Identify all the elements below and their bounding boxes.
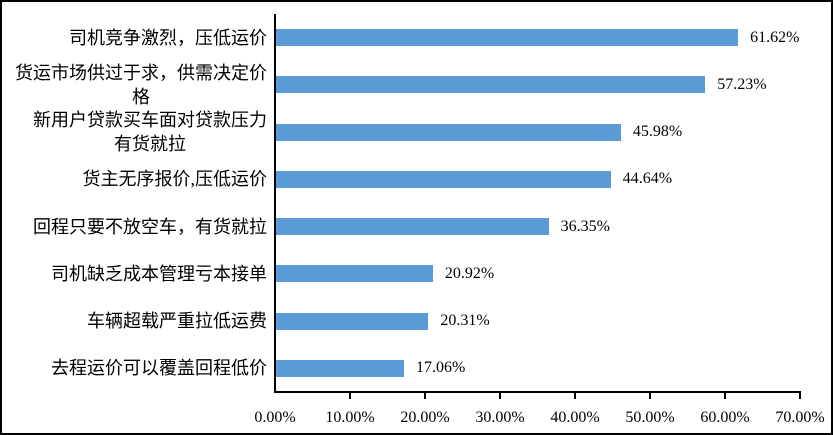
x-tick-label: 70.00%	[775, 409, 825, 426]
category-label-cell: 货主无序报价,压低运价	[5, 156, 268, 203]
category-label-cell: 司机竞争激烈，压低运价	[5, 14, 267, 61]
x-tick-mark	[649, 393, 651, 399]
bar	[276, 312, 429, 330]
category-label-cell: 新用户贷款买车面对贷款压力 有货就拉	[5, 109, 267, 156]
x-tick-mark	[724, 393, 726, 399]
category-label-cell: 回程只要不放空车，有货就拉	[5, 203, 267, 250]
bar	[276, 76, 706, 94]
value-label: 45.98%	[632, 123, 683, 141]
value-label: 17.06%	[415, 359, 466, 377]
value-label: 44.64%	[622, 170, 673, 188]
x-tick-label: 0.00%	[254, 409, 296, 426]
x-tick-label: 40.00%	[550, 409, 600, 426]
bar	[276, 170, 611, 188]
x-tick-label: 60.00%	[700, 409, 750, 426]
bar	[276, 265, 433, 283]
x-tick-label: 10.00%	[325, 409, 375, 426]
category-label: 去程运价可以覆盖回程低价	[51, 358, 267, 379]
value-label: 20.92%	[444, 264, 495, 282]
category-label: 司机竞争激烈，压低运价	[69, 27, 267, 48]
category-label: 司机缺乏成本管理亏本接单	[51, 263, 267, 284]
category-label: 货主无序报价,压低运价	[82, 169, 268, 190]
x-tick-label: 50.00%	[625, 409, 675, 426]
x-axis-line	[274, 391, 801, 393]
x-tick-mark	[574, 393, 576, 399]
category-label: 回程只要不放空车，有货就拉	[33, 216, 267, 237]
category-label: 新用户贷款买车面对贷款压力 有货就拉	[33, 110, 267, 155]
category-label: 车辆超载严重拉低运费	[87, 311, 267, 332]
x-tick-mark	[349, 393, 351, 399]
y-axis-line	[274, 14, 276, 392]
category-label-cell: 司机缺乏成本管理亏本接单	[5, 250, 267, 297]
bar	[276, 218, 549, 236]
category-label-cell: 去程运价可以覆盖回程低价	[5, 345, 267, 392]
value-label: 61.62%	[750, 28, 800, 46]
x-tick-label: 30.00%	[475, 409, 525, 426]
value-label: 20.31%	[440, 312, 490, 330]
category-label-cell: 货运市场供过于求，供需决定价 格	[5, 61, 267, 108]
x-tick-mark	[424, 393, 426, 399]
bar	[276, 123, 621, 141]
category-label-cell: 车辆超载严重拉低运费	[5, 298, 267, 345]
x-tick-mark	[499, 393, 501, 399]
category-label: 货运市场供过于求，供需决定价 格	[15, 62, 267, 107]
x-tick-label: 20.00%	[400, 409, 450, 426]
value-label: 36.35%	[560, 217, 610, 235]
value-label: 57.23%	[717, 75, 767, 93]
bar	[276, 359, 404, 377]
bar	[276, 29, 739, 47]
x-tick-mark	[799, 393, 801, 399]
